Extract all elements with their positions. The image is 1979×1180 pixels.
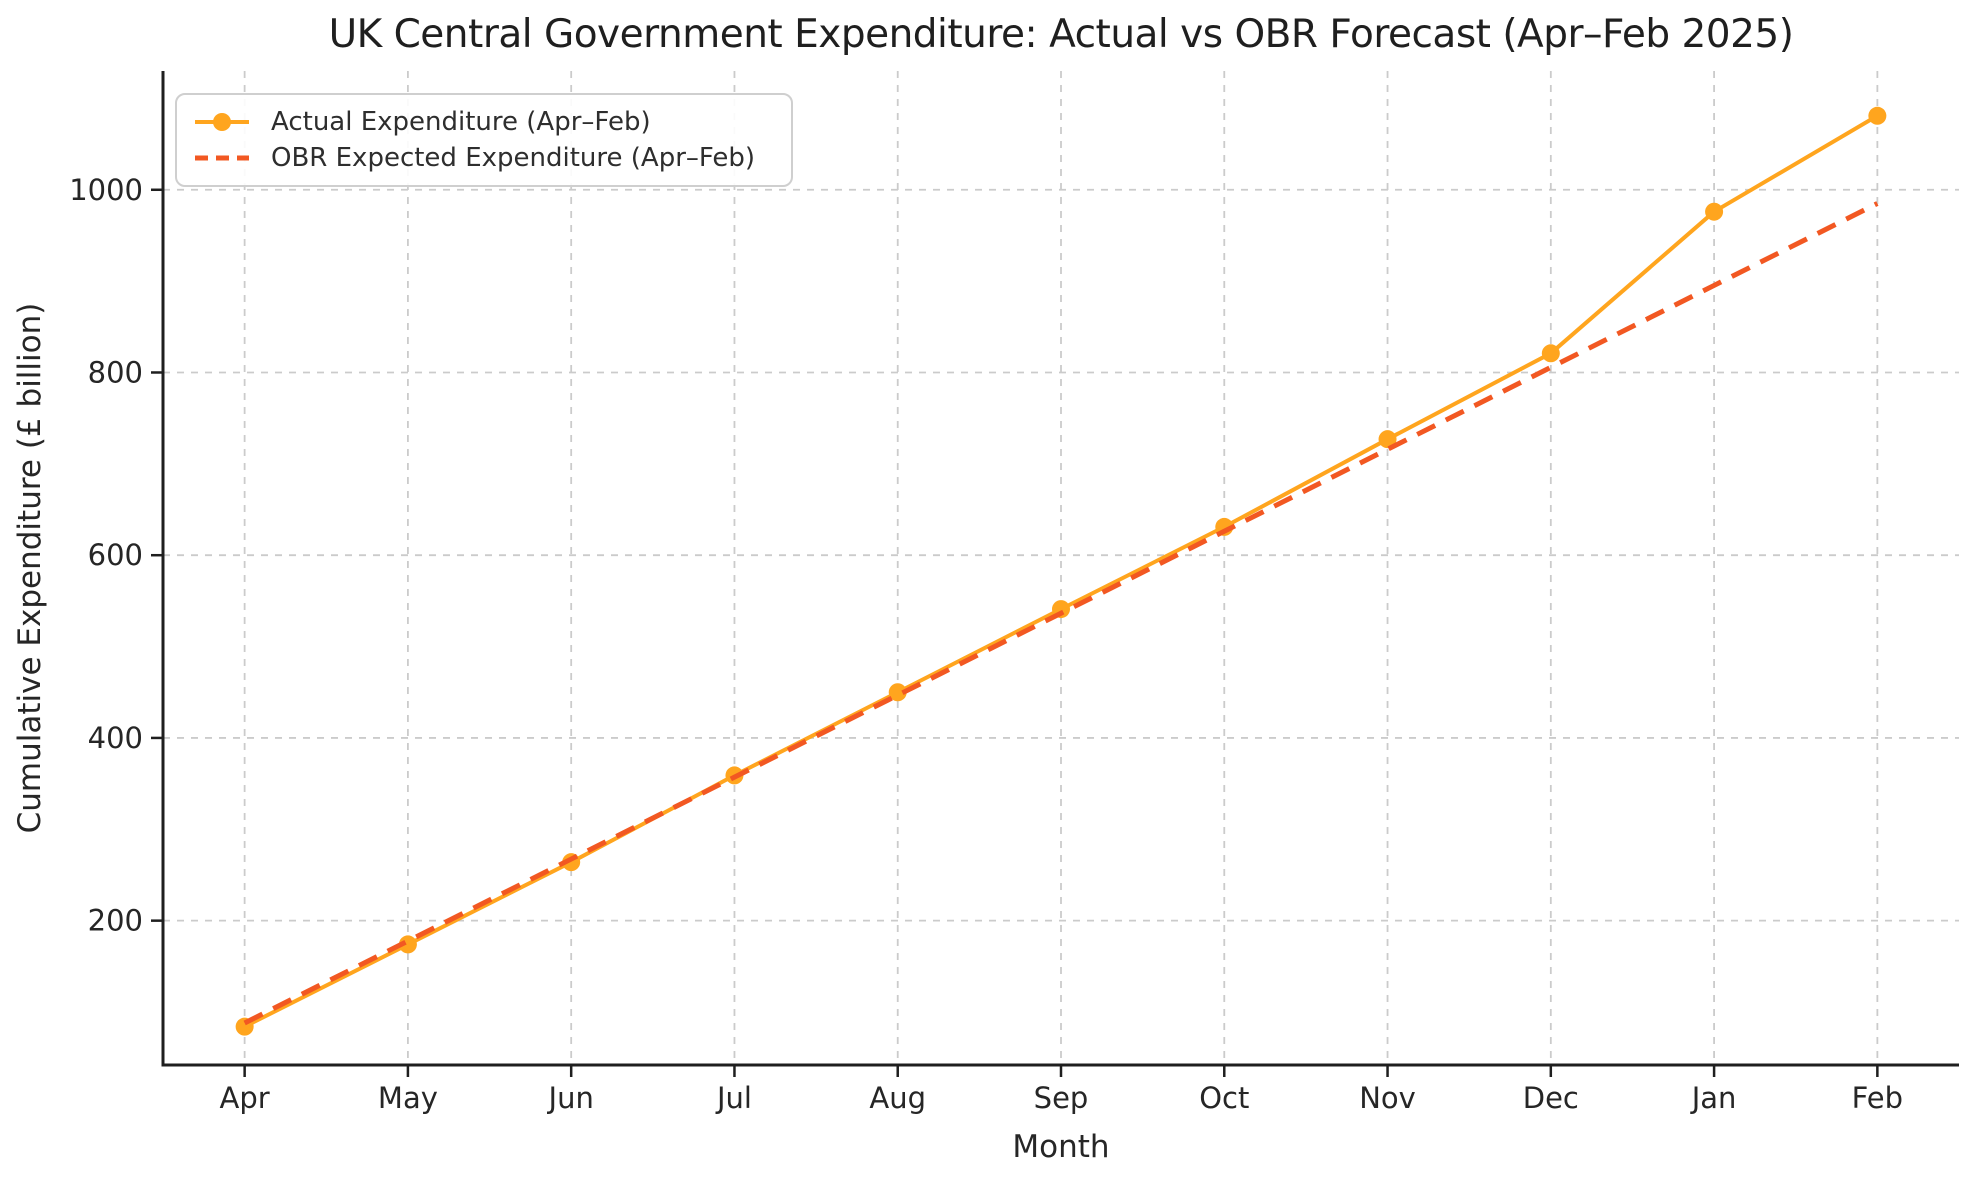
x-tick-label: Dec bbox=[1523, 1081, 1579, 1115]
obr-dashed-line-icon bbox=[195, 155, 249, 161]
x-tick-label: Jan bbox=[1690, 1081, 1737, 1115]
plot-area: Apr May Jun Jul Aug Sep Oct Nov Dec Jan Feb 200 400 6… bbox=[69, 71, 1959, 1115]
legend-label-obr: OBR Expected Expenditure (Apr–Feb) bbox=[271, 143, 756, 173]
x-tick-label: Sep bbox=[1034, 1081, 1089, 1115]
legend-item-actual: Actual Expenditure (Apr–Feb) bbox=[193, 105, 769, 139]
actual-data-point bbox=[1868, 106, 1887, 125]
actual-data-point bbox=[1541, 344, 1560, 363]
y-tick-label: 1000 bbox=[69, 173, 143, 207]
actual-line-marker-icon bbox=[195, 113, 249, 131]
x-tick-label: Feb bbox=[1852, 1081, 1903, 1115]
x-tick-label: May bbox=[378, 1081, 438, 1115]
actual-data-point bbox=[888, 683, 907, 702]
legend-item-obr: OBR Expected Expenditure (Apr–Feb) bbox=[193, 141, 769, 175]
y-tick-label: 600 bbox=[88, 538, 143, 572]
chart-title: UK Central Government Expenditure: Actua… bbox=[329, 12, 1794, 57]
x-tick-label: Jul bbox=[715, 1081, 752, 1115]
legend: Actual Expenditure (Apr–Feb) OBR Expecte… bbox=[175, 93, 793, 187]
y-tick-label: 400 bbox=[88, 721, 143, 755]
x-tick-label: Aug bbox=[869, 1081, 926, 1115]
obr-expected-line bbox=[243, 201, 1879, 1026]
actual-data-point bbox=[398, 935, 417, 954]
actual-data-point bbox=[1378, 430, 1397, 449]
x-tick-label: Apr bbox=[220, 1081, 270, 1115]
actual-data-point bbox=[1705, 202, 1724, 221]
x-tick-label: Oct bbox=[1199, 1081, 1249, 1115]
x-tick-label: Nov bbox=[1359, 1081, 1416, 1115]
x-tick-label: Jun bbox=[547, 1081, 594, 1115]
y-axis-title: Cumulative Expenditure (£ billion) bbox=[12, 303, 48, 834]
y-tick-label: 200 bbox=[88, 904, 143, 938]
legend-label-actual: Actual Expenditure (Apr–Feb) bbox=[271, 107, 651, 137]
y-tick-label: 800 bbox=[88, 355, 143, 389]
x-axis-title: Month bbox=[1012, 1129, 1109, 1165]
